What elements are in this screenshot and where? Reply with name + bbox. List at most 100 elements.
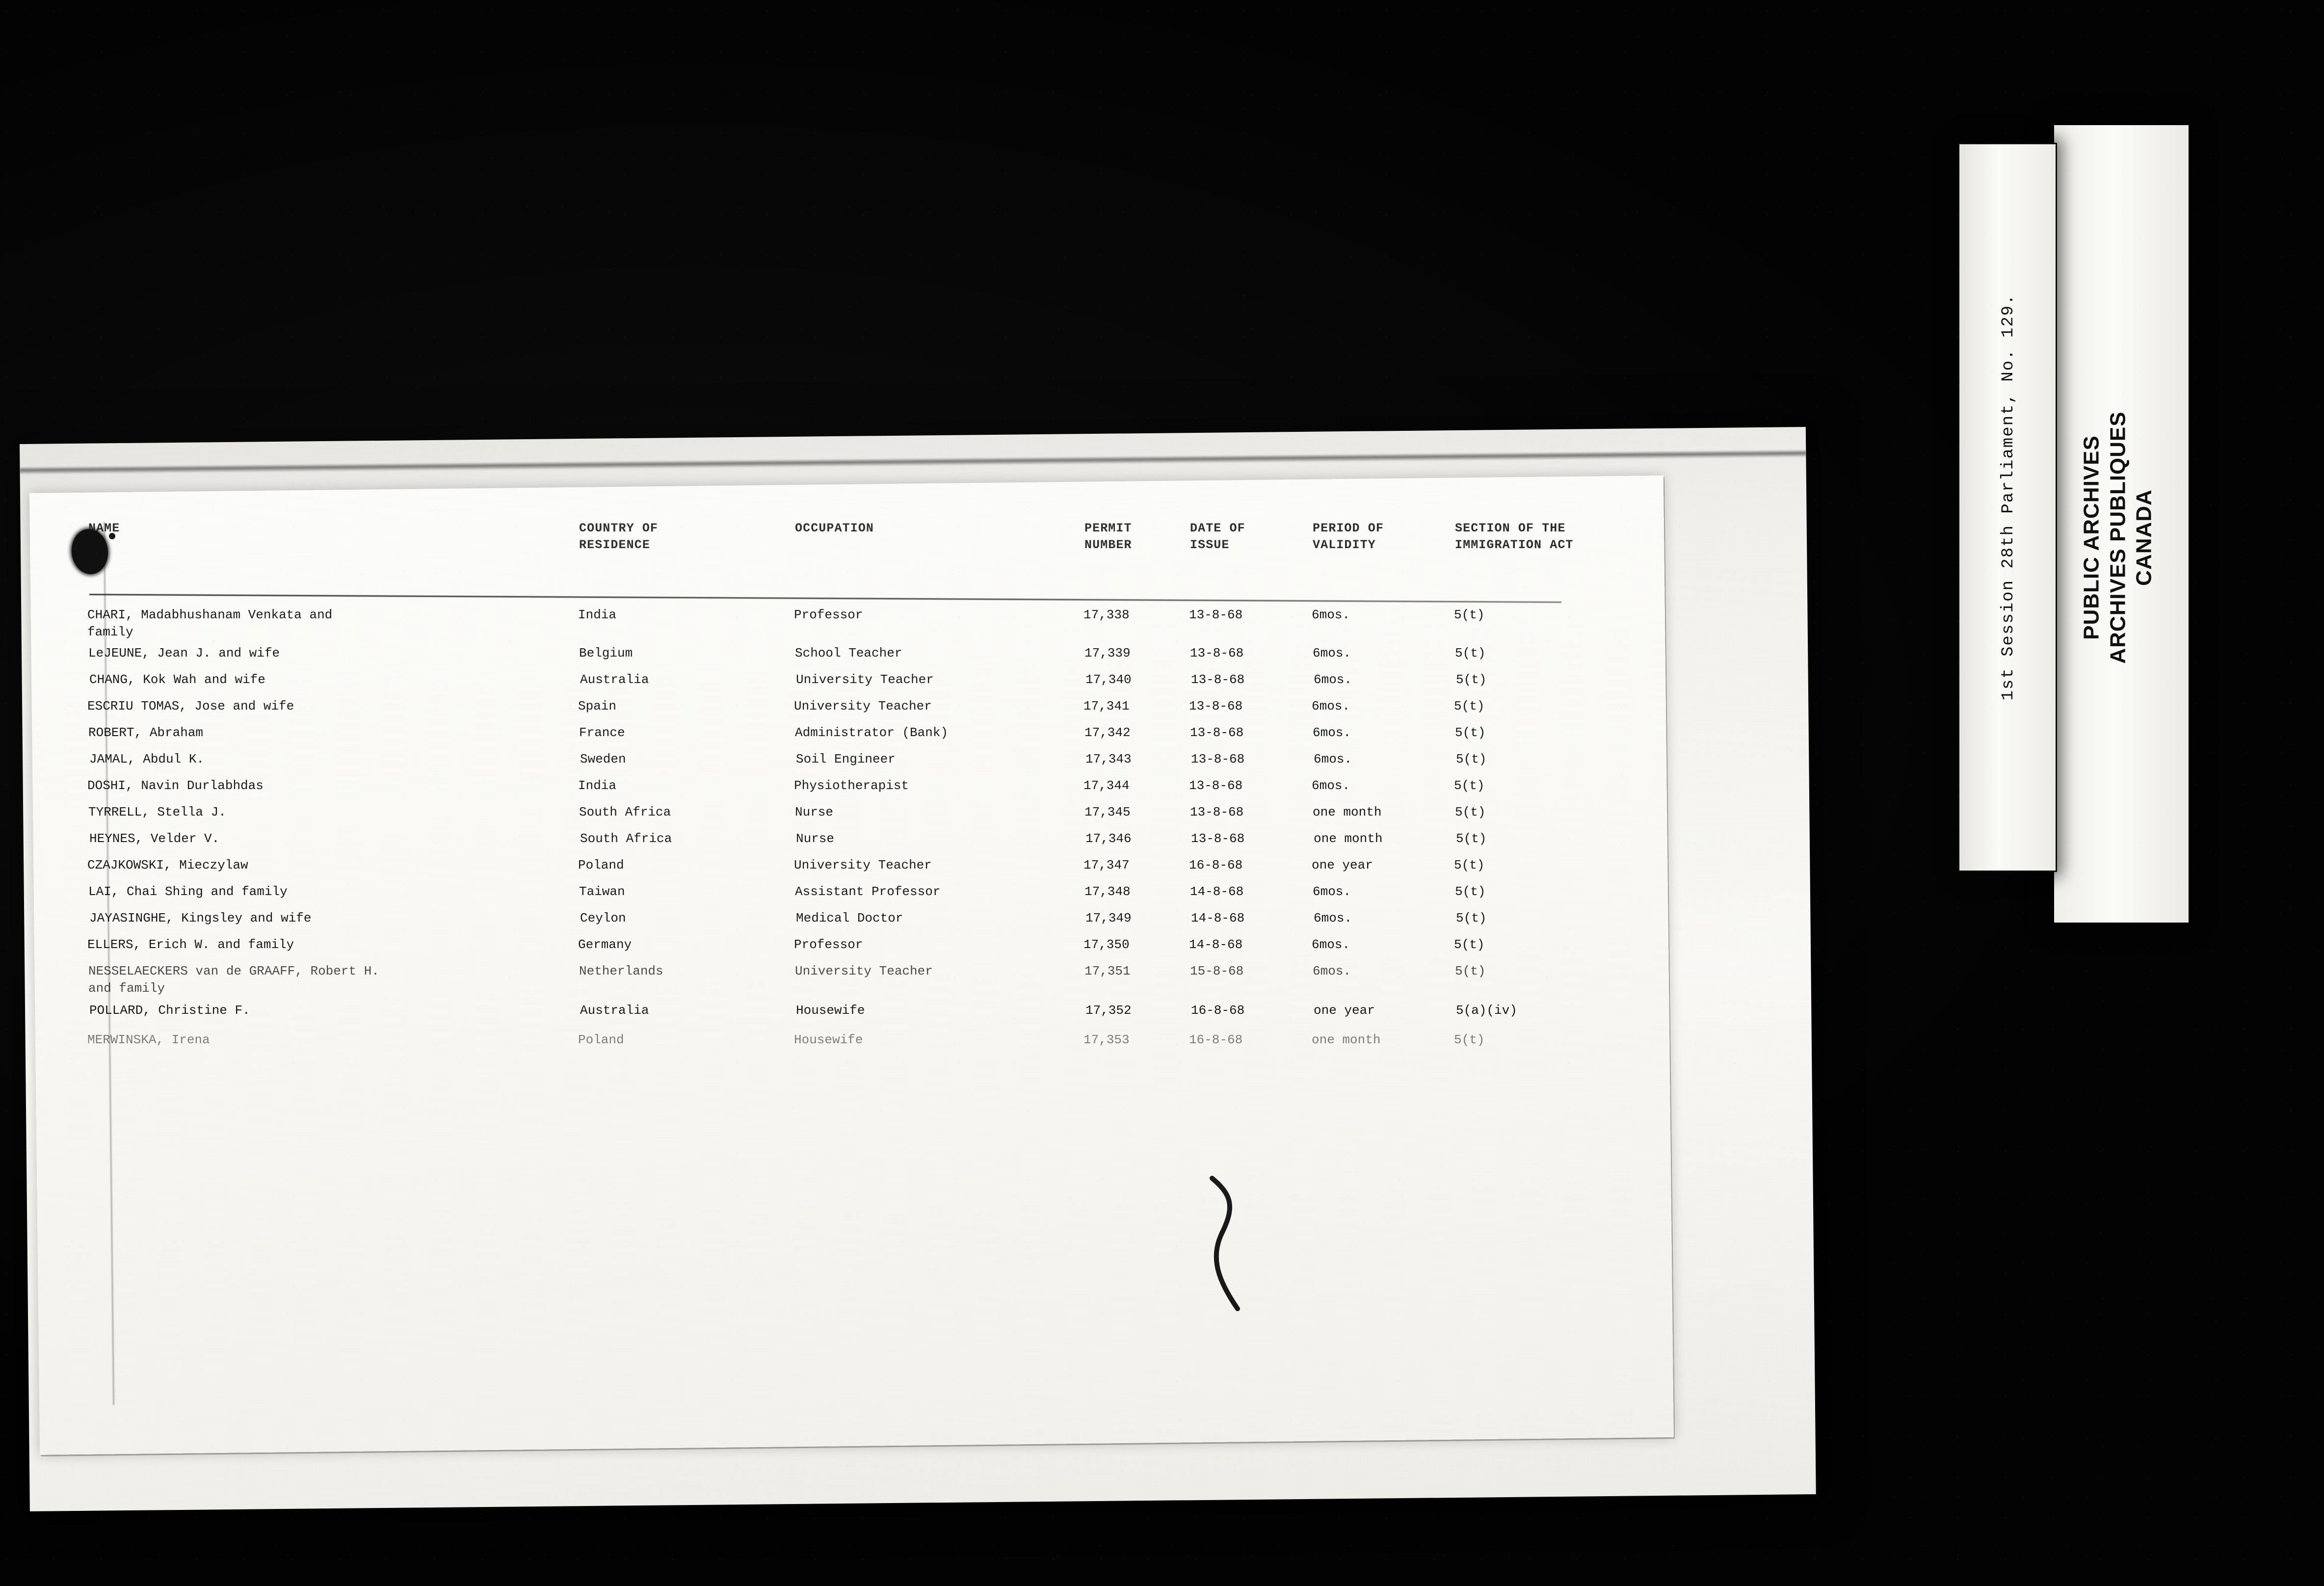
cell-occupation: University Teacher	[794, 858, 932, 872]
stamp-line-canada: CANADA	[2132, 489, 2156, 586]
cell-validity: 6mos.	[1312, 699, 1350, 714]
cell-validity: one month	[1314, 831, 1383, 846]
cell-permit: 17,341	[1083, 699, 1130, 714]
cell-validity: 6mos.	[1313, 646, 1351, 661]
cell-validity: one year	[1312, 858, 1373, 872]
cell-date: 13-8-68	[1191, 831, 1245, 846]
table-row: DOSHI, Navin Durlabhdas India Physiotherap…	[87, 777, 1582, 794]
column-header-name: NAME	[88, 521, 120, 535]
column-header-occupation: OCCUPATION	[795, 521, 874, 535]
cell-occupation: Administrator (Bank)	[795, 725, 949, 740]
cell-country: Poland	[578, 858, 624, 872]
table-row: MERWINSKA, Irena Poland Housewife 17,353 16-…	[87, 1031, 1582, 1049]
cell-occupation: School Teacher	[795, 646, 902, 661]
cell-name: CZAJKOWSKI, Mieczylaw	[87, 858, 248, 872]
cell-validity: 6mos.	[1312, 937, 1350, 952]
cell-occupation: Assistant Professor	[795, 884, 941, 899]
cell-section: 5(t)	[1455, 725, 1486, 740]
cell-validity: 6mos.	[1314, 911, 1352, 925]
cell-country: South Africa	[579, 805, 671, 819]
cell-date: 13-8-68	[1190, 805, 1244, 819]
cell-permit: 17,353	[1083, 1032, 1130, 1047]
cell-country: Germany	[578, 937, 632, 952]
cell-section: 5(t)	[1455, 805, 1486, 819]
cell-date: 13-8-68	[1189, 778, 1243, 793]
table-row: JAYASINGHE, Kingsley and wife Ceylon Medic…	[89, 910, 1584, 927]
cell-occupation: Physiotherapist	[794, 778, 909, 793]
cell-country: Australia	[580, 1003, 649, 1018]
cell-date: 13-8-68	[1191, 752, 1245, 767]
cell-section: 5(t)	[1455, 646, 1486, 661]
cell-permit: 17,345	[1084, 805, 1131, 819]
cell-permit: 17,346	[1085, 831, 1132, 846]
cell-validity: 6mos.	[1314, 752, 1352, 767]
column-header-country: COUNTRY OF RESIDENCE	[579, 521, 659, 552]
cell-name: LAI, Chai Shing and family	[88, 884, 288, 899]
table-row: ESCRIU TOMAS, Jose and wife Spain Universi…	[87, 698, 1582, 715]
cell-country: India	[578, 778, 617, 793]
cell-validity: 6mos.	[1312, 608, 1350, 622]
cell-permit: 17,347	[1083, 858, 1130, 872]
stamp-line-public-archives: PUBLIC ARCHIVES	[2079, 435, 2104, 640]
cell-validity: 6mos.	[1313, 964, 1351, 978]
cell-permit: 17,352	[1085, 1003, 1132, 1018]
cell-section: 5(t)	[1454, 858, 1485, 872]
column-header-validity: PERIOD OF VALIDITY	[1313, 521, 1384, 552]
cell-name: HEYNES, Velder V.	[89, 831, 220, 846]
archival-label: PUBLIC ARCHIVES ARCHIVES PUBLIQUES CANAD…	[1958, 125, 2189, 930]
cell-permit: 17,339	[1084, 646, 1131, 661]
cell-name: JAMAL, Abdul K.	[89, 752, 205, 767]
cell-section: 5(t)	[1454, 608, 1485, 622]
cell-permit: 17,342	[1084, 725, 1131, 740]
cell-validity: one year	[1314, 1003, 1375, 1018]
cell-name: DOSHI, Navin Durlabhdas	[87, 778, 264, 793]
cell-section: 5(t)	[1454, 699, 1485, 714]
cell-section: 5(t)	[1454, 937, 1485, 952]
cell-permit: 17,344	[1083, 778, 1130, 793]
cell-date: 13-8-68	[1190, 725, 1244, 740]
cell-country: India	[578, 608, 617, 622]
cell-country: Netherlands	[579, 964, 663, 978]
cell-permit: 17,338	[1083, 608, 1130, 622]
session-label-text: 1st Session 28th Parliament, No. 129.	[1999, 293, 2018, 701]
table-row: ELLERS, Erich W. and family Germany Profes…	[87, 936, 1582, 953]
cell-permit: 17,343	[1085, 752, 1132, 767]
stamp-line-archives-publiques: ARCHIVES PUBLIQUES	[2106, 411, 2130, 664]
permit-table: NAME COUNTRY OF RESIDENCE OCCUPATION PER…	[87, 520, 1590, 1047]
cell-date: 14-8-68	[1190, 884, 1244, 899]
cell-section: 5(t)	[1456, 672, 1487, 687]
cell-name: JAYASINGHE, Kingsley and wife	[89, 911, 312, 925]
cell-country: Ceylon	[580, 911, 626, 925]
table-row: LeJEUNE, Jean J. and wife Belgium School T…	[88, 645, 1583, 662]
cell-occupation: University Teacher	[796, 672, 934, 687]
cell-permit: 17,350	[1083, 937, 1130, 952]
cell-occupation: University Teacher	[794, 699, 932, 714]
cell-occupation: Professor	[794, 608, 863, 622]
cell-name: NESSELAECKERS van de GRAAFF, Robert H. a…	[88, 964, 379, 996]
cell-validity: 6mos.	[1312, 778, 1350, 793]
cell-occupation: Professor	[794, 937, 863, 952]
ink-speck	[109, 533, 115, 539]
cell-section: 5(t)	[1455, 884, 1486, 899]
cell-name: ELLERS, Erich W. and family	[87, 937, 294, 952]
cell-name: CHANG, Kok Wah and wife	[89, 672, 265, 687]
column-header-section: SECTION OF THE IMMIGRATION ACT	[1455, 521, 1574, 552]
cell-occupation: Housewife	[796, 1003, 865, 1018]
cell-country: Belgium	[579, 646, 633, 661]
cell-date: 16-8-68	[1191, 1003, 1245, 1018]
cell-validity: one month	[1313, 805, 1382, 819]
cell-validity: 6mos.	[1314, 672, 1352, 687]
cell-section: 5(t)	[1456, 752, 1487, 767]
cell-validity: 6mos.	[1313, 725, 1351, 740]
cell-date: 14-8-68	[1191, 911, 1245, 925]
cell-permit: 17,349	[1085, 911, 1132, 925]
table-row: CHANG, Kok Wah and wife Australia Universi…	[89, 671, 1584, 688]
cell-date: 16-8-68	[1189, 1032, 1243, 1047]
cell-date: 13-8-68	[1189, 608, 1243, 622]
cell-country: Taiwan	[579, 884, 625, 899]
table-row: POLLARD, Christine F. Australia Housewife 1…	[89, 1002, 1584, 1019]
session-label-tab: 1st Session 28th Parliament, No. 129.	[1958, 143, 2057, 872]
cell-permit: 17,340	[1085, 672, 1132, 687]
cell-date: 14-8-68	[1189, 937, 1243, 952]
